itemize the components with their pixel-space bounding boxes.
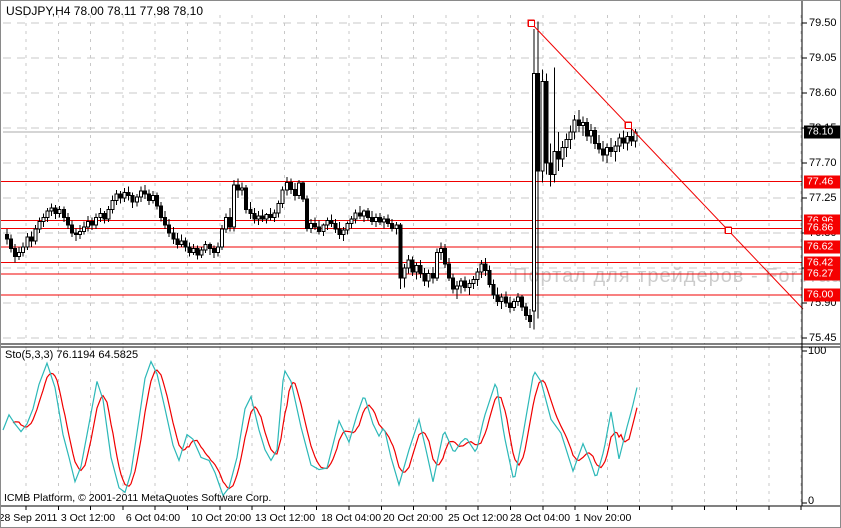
trendline-handle[interactable] — [528, 20, 535, 27]
time-axis-label: 28 Sep 2011 — [0, 512, 58, 524]
time-axis-label: 13 Oct 12:00 — [254, 512, 316, 524]
price-alert-badge: 76.86 — [804, 221, 840, 235]
indicator-axis-max: 100 — [808, 345, 827, 357]
watermark: Портал для трейдеров - ForTrader.ru — [513, 265, 840, 287]
time-axis-label: 1 Nov 20:00 — [574, 512, 632, 524]
time-axis-label: 10 Oct 20:00 — [190, 512, 252, 524]
price-alert-badge: 76.00 — [804, 288, 840, 302]
time-axis-label: 28 Oct 04:00 — [509, 512, 571, 524]
time-axis-label: 6 Oct 04:00 — [125, 512, 181, 524]
price-alert-badge: 76.27 — [804, 267, 840, 281]
chart-title-ohlc: USDJPY,H4 78.00 78.11 77.98 78.10 — [6, 4, 204, 18]
price-alert-badge: 76.42 — [804, 256, 840, 270]
price-axis-label: 79.05 — [809, 52, 837, 64]
indicator-label: Sto(5,3,3) 76.1194 64.5825 — [5, 349, 139, 361]
price-alert-badge: 77.46 — [804, 175, 840, 189]
price-alert-badge: 76.62 — [804, 240, 840, 254]
copyright-text: ICMB Platform, © 2001-2011 MetaQuotes So… — [4, 492, 272, 504]
time-axis-label: 18 Oct 04:00 — [320, 512, 382, 524]
price-axis-label: 78.60 — [809, 87, 837, 99]
time-axis-label: 20 Oct 20:00 — [382, 512, 444, 524]
price-axis-label: 77.70 — [809, 157, 837, 169]
price-axis-label: 77.25 — [809, 192, 837, 204]
trendline-handle[interactable] — [625, 122, 632, 129]
trendline-handle[interactable] — [725, 227, 732, 234]
price-axis-label: 75.45 — [809, 332, 837, 344]
indicator-axis-min: 0 — [808, 495, 815, 507]
price-axis-label: 79.50 — [809, 17, 837, 29]
time-axis-label: 3 Oct 12:00 — [60, 512, 116, 524]
current-price-badge: 78.10 — [804, 125, 840, 139]
time-axis-label: 25 Oct 12:00 — [447, 512, 509, 524]
